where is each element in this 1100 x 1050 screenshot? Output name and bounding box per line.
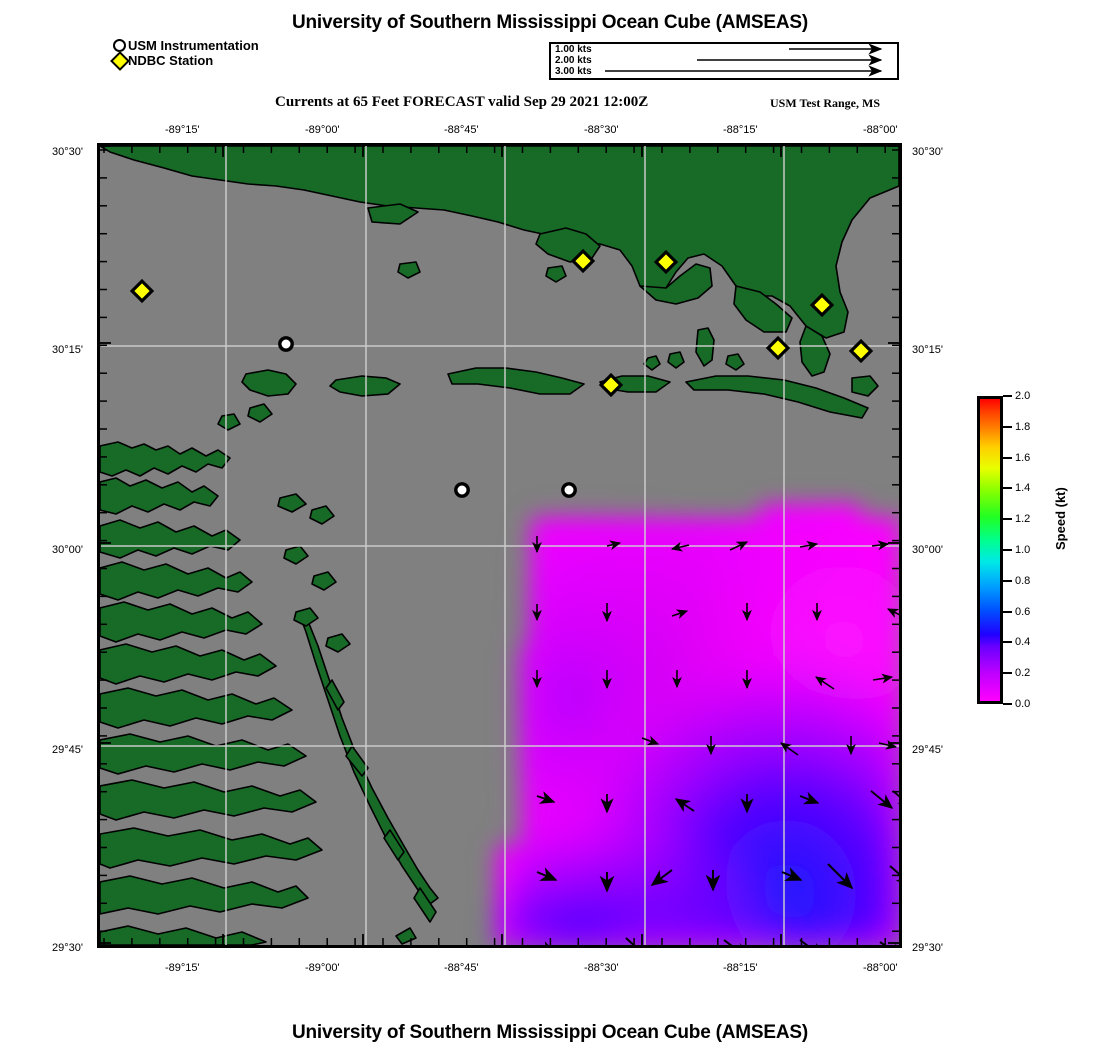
colorbar-tick <box>1003 703 1012 705</box>
ndbc-station-markers[interactable] <box>129 248 874 398</box>
diamond-marker-icon <box>110 51 130 71</box>
footer-title: University of Southern Mississippi Ocean… <box>291 1022 808 1043</box>
colorbar-tick <box>1003 549 1012 551</box>
colorbar-tick <box>1003 395 1012 397</box>
lon-label-bottom-1: -89°00' <box>305 962 340 974</box>
colorbar-tick <box>1003 425 1012 428</box>
colorbar-tick-label: 1.4 <box>1015 482 1031 495</box>
lon-label-bottom-5: -88°00' <box>863 962 898 974</box>
lon-label-top-3: -88°30' <box>584 124 619 136</box>
usm-instrument-markers[interactable] <box>278 336 577 498</box>
vector-scale-arrows <box>605 44 883 77</box>
legend-item-ndbc: NDBC Station <box>110 51 259 71</box>
colorbar-tick-label: 0.4 <box>1015 636 1031 649</box>
legend-label-usm: USM Instrumentation <box>128 37 259 53</box>
lat-label-right-4: 29°30' <box>912 942 943 954</box>
legend-label-ndbc: NDBC Station <box>128 52 214 68</box>
ndbc-station-marker[interactable] <box>570 248 596 274</box>
region-label: USM Test Range, MS <box>770 96 881 110</box>
lat-label-right-2: 30°00' <box>912 544 943 556</box>
lon-label-top-2: -88°45' <box>444 124 479 136</box>
colorbar-tick-label: 0.2 <box>1015 667 1031 680</box>
colorbar-tick-label: 1.2 <box>1015 513 1031 526</box>
ndbc-station-marker[interactable] <box>765 335 791 361</box>
colorbar-tick-label: 1.6 <box>1015 451 1031 464</box>
vector-scale-label-1: 1.00 kts <box>555 44 592 55</box>
vector-scale-label-2: 2.00 kts <box>555 55 592 66</box>
lon-label-top-0: -89°15' <box>165 124 200 136</box>
vector-scale-label-3: 3.00 kts <box>555 66 592 77</box>
usm-instrument-marker[interactable] <box>278 336 294 352</box>
lat-label-left-4: 29°30' <box>52 942 83 954</box>
ndbc-station-marker[interactable] <box>129 278 155 304</box>
colorbar-tick-label: 1.0 <box>1015 544 1031 556</box>
colorbar-tick-label: 0.0 <box>1015 698 1031 710</box>
lon-label-bottom-2: -88°45' <box>444 962 479 974</box>
ndbc-station-marker[interactable] <box>848 338 874 364</box>
ndbc-station-marker[interactable] <box>809 292 835 318</box>
map-canvas <box>100 146 899 945</box>
page-title: University of Southern Mississippi Ocean… <box>291 12 808 33</box>
lon-label-bottom-0: -89°15' <box>165 962 200 974</box>
circle-marker-icon <box>112 38 128 52</box>
colorbar-gradient <box>977 396 1003 704</box>
ndbc-station-marker[interactable] <box>653 249 679 275</box>
usm-instrument-marker[interactable] <box>454 482 470 498</box>
legend-item-usm: USM Instrumentation <box>112 38 259 52</box>
ndbc-station-marker[interactable] <box>598 372 624 398</box>
lat-label-right-1: 30°15' <box>912 344 943 356</box>
land-polygons <box>100 146 899 945</box>
lon-label-bottom-3: -88°30' <box>584 962 619 974</box>
lat-label-left-3: 29°45' <box>52 744 83 756</box>
colorbar-tick <box>1003 456 1012 459</box>
colorbar-tick <box>1003 610 1012 613</box>
lat-label-right-0: 30°30' <box>912 146 943 158</box>
graticule <box>101 146 899 945</box>
lat-label-left-1: 30°15' <box>52 344 83 356</box>
colorbar-title: Speed (kt) <box>1053 487 1068 550</box>
lat-label-left-0: 30°30' <box>52 146 83 158</box>
lon-label-top-4: -88°15' <box>723 124 758 136</box>
colorbar-tick <box>1003 641 1012 644</box>
marker-legend: USM Instrumentation NDBC Station <box>110 38 259 71</box>
lat-label-right-3: 29°45' <box>912 744 943 756</box>
colorbar-tick-label: 1.8 <box>1015 420 1031 433</box>
colorbar-tick <box>1003 672 1012 675</box>
lon-label-bottom-4: -88°15' <box>723 962 758 974</box>
colorbar <box>977 396 1003 704</box>
colorbar-tick <box>1003 579 1012 582</box>
lon-label-top-1: -89°00' <box>305 124 340 136</box>
usm-instrument-marker[interactable] <box>561 482 577 498</box>
vector-scale-legend: 1.00 kts 2.00 kts 3.00 kts <box>549 42 899 80</box>
colorbar-tick <box>1003 518 1012 521</box>
lon-label-top-5: -88°00' <box>863 124 898 136</box>
speed-field <box>498 504 899 945</box>
map-plot-area[interactable] <box>97 143 902 948</box>
chart-subtitle: Currents at 65 Feet FORECAST valid Sep 2… <box>275 94 649 110</box>
colorbar-tick-label: 2.0 <box>1015 390 1031 402</box>
lat-label-left-2: 30°00' <box>52 544 83 556</box>
current-vectors <box>532 536 899 945</box>
colorbar-tick <box>1003 487 1012 490</box>
colorbar-tick-label: 0.8 <box>1015 574 1031 587</box>
colorbar-tick-label: 0.6 <box>1015 605 1031 618</box>
